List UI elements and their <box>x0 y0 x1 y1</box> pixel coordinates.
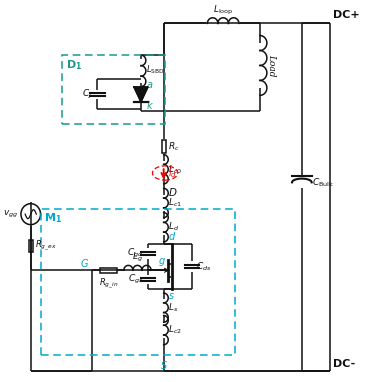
Bar <box>29 240 33 252</box>
Polygon shape <box>134 87 148 102</box>
Text: DC+: DC+ <box>333 10 360 19</box>
Text: $L_{c2}$: $L_{c2}$ <box>168 324 182 337</box>
Text: $i_d$: $i_d$ <box>168 166 177 180</box>
Text: $L_g$: $L_g$ <box>132 251 143 264</box>
Text: $D$: $D$ <box>168 186 178 198</box>
Text: $C_J$: $C_J$ <box>82 88 92 101</box>
Text: Load: Load <box>268 54 277 77</box>
Text: $L_{c0}$: $L_{c0}$ <box>168 163 182 175</box>
Text: $L_{c1}$: $L_{c1}$ <box>168 197 182 209</box>
Text: $R_c$: $R_c$ <box>168 141 180 153</box>
Text: $d$: $d$ <box>168 230 176 242</box>
Text: $C_{ds}$: $C_{ds}$ <box>196 260 211 273</box>
Text: $C_{gs}$: $C_{gs}$ <box>128 273 144 286</box>
Bar <box>162 141 165 153</box>
Text: $C_{gd}$: $C_{gd}$ <box>127 247 144 260</box>
Text: $g$: $g$ <box>158 256 165 269</box>
Text: $S$: $S$ <box>160 359 168 371</box>
Text: $L_{\rm loop}$: $L_{\rm loop}$ <box>213 3 233 17</box>
Text: $k$: $k$ <box>146 99 154 111</box>
Text: $\mathbf{D_1}$: $\mathbf{D_1}$ <box>66 58 82 72</box>
Text: $R_{g\_ex}$: $R_{g\_ex}$ <box>35 239 57 253</box>
Text: $v_{gg}$: $v_{gg}$ <box>3 209 19 220</box>
Text: $C_{\rm Bulk}$: $C_{\rm Bulk}$ <box>312 176 335 189</box>
Text: DC-: DC- <box>333 359 356 369</box>
Text: $\mathbf{M_1}$: $\mathbf{M_1}$ <box>44 211 62 225</box>
Text: $L_{\rm SBD}$: $L_{\rm SBD}$ <box>146 64 165 76</box>
Text: $G$: $G$ <box>80 257 89 269</box>
Bar <box>100 268 117 272</box>
Text: $L_s$: $L_s$ <box>168 301 178 314</box>
Text: $s$: $s$ <box>168 291 175 301</box>
Text: $R_{g\_in}$: $R_{g\_in}$ <box>99 277 118 291</box>
Text: $a$: $a$ <box>146 80 153 90</box>
Text: $L_d$: $L_d$ <box>168 221 179 233</box>
